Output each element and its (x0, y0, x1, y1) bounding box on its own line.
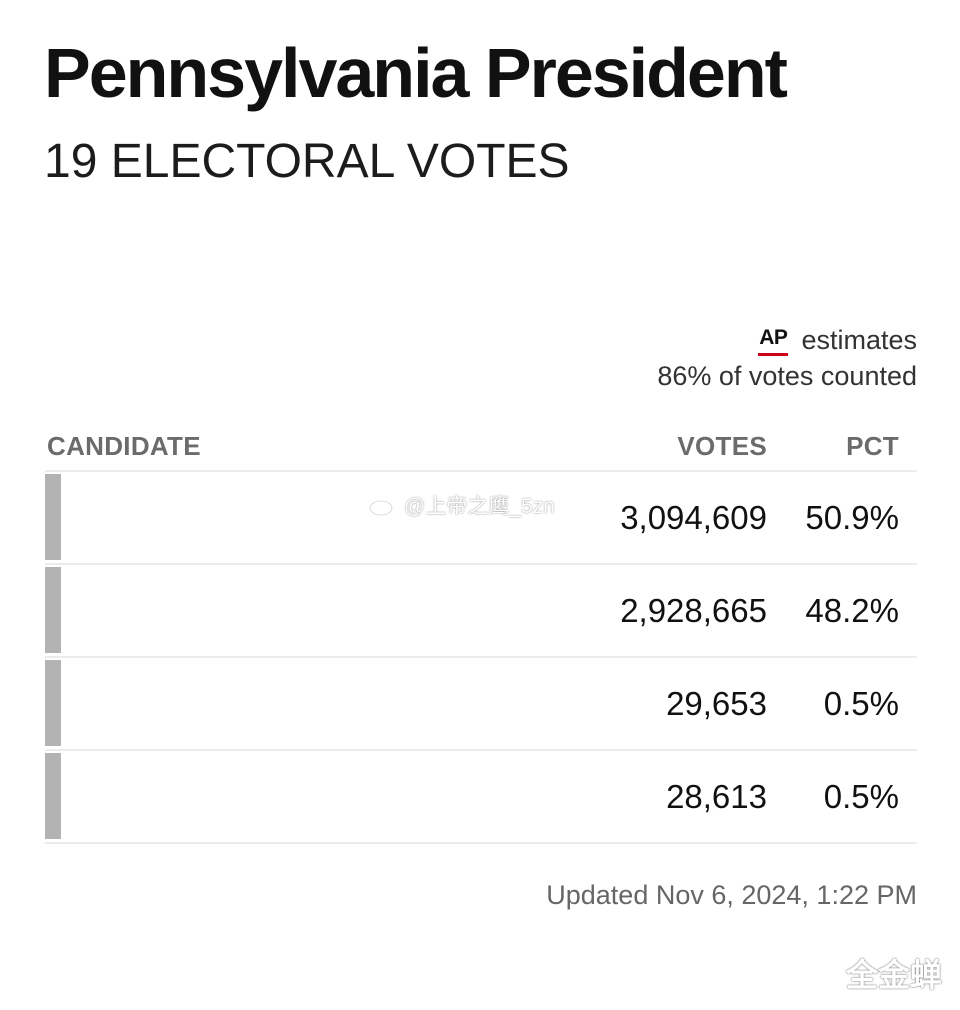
row-votes: 29,653 (666, 685, 767, 722)
table-row: 29,653 0.5% (45, 658, 917, 751)
corner-watermark: 全金蝉 (845, 957, 942, 993)
row-votes: 28,613 (666, 778, 767, 815)
page-title: Pennsylvania President (44, 34, 788, 112)
row-pct: 0.5% (823, 778, 899, 815)
ap-logo: AP (758, 327, 789, 356)
table-header: CANDIDATE VOTES PCT (45, 420, 917, 472)
weibo-icon (369, 496, 396, 516)
votes-counted-label: 86% of votes counted (657, 361, 917, 391)
row-pct: 0.5% (823, 685, 899, 722)
row-votes: 2,928,665 (620, 592, 767, 629)
table-row: 2,928,665 48.2% (45, 565, 917, 658)
column-header-candidate: CANDIDATE (47, 431, 201, 461)
candidate-color-bar (45, 567, 61, 653)
table-row: 3,094,609 50.9% (45, 472, 917, 565)
updated-timestamp: Updated Nov 6, 2024, 1:22 PM (546, 880, 917, 910)
ap-estimates-row: AP estimates (657, 322, 917, 358)
column-header-votes: VOTES (677, 431, 767, 461)
table-row: 28,613 0.5% (45, 751, 917, 844)
candidate-color-bar (45, 474, 61, 560)
estimates-label: estimates (801, 325, 917, 355)
row-pct: 48.2% (805, 592, 899, 629)
row-pct: 50.9% (805, 499, 899, 536)
column-header-pct: PCT (846, 431, 899, 461)
results-table: CANDIDATE VOTES PCT 3,094,609 50.9% 2,92… (45, 420, 917, 844)
weibo-handle: @上帝之鹰_5zn (404, 495, 555, 518)
row-votes: 3,094,609 (620, 499, 767, 536)
weibo-watermark: @上帝之鹰_5zn (368, 490, 555, 520)
candidate-color-bar (45, 660, 61, 746)
candidate-color-bar (45, 753, 61, 839)
electoral-votes-subtitle: 19 ELECTORAL VOTES (44, 135, 570, 188)
source-block: AP estimates 86% of votes counted (657, 322, 917, 394)
